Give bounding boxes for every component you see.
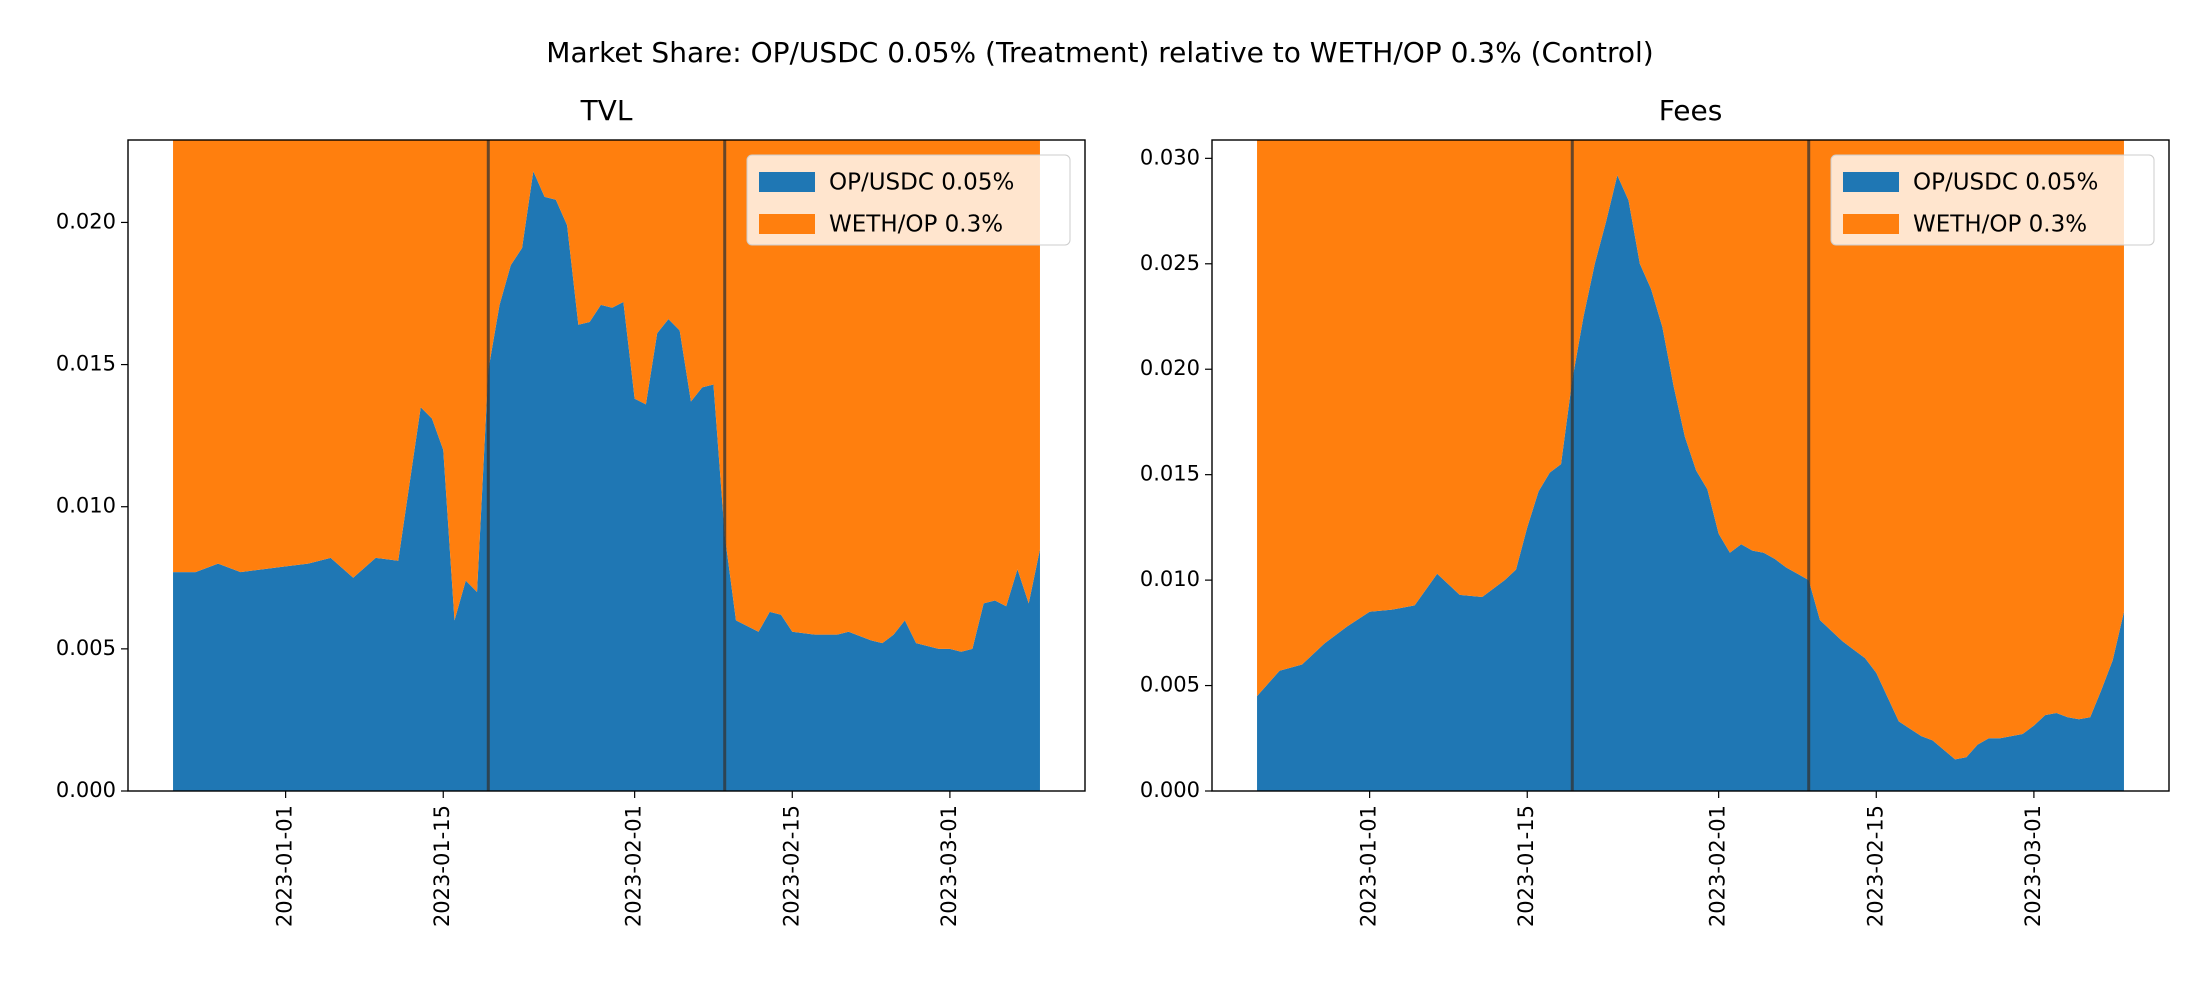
legend-label: WETH/OP 0.3% (829, 212, 1003, 238)
y-tick-label: 0.015 (56, 352, 116, 376)
axes-frame (127, 139, 1086, 792)
legend-box (746, 154, 1071, 246)
y-tick-label: 0.020 (56, 209, 116, 233)
y-tick-label: 0.025 (1140, 251, 1200, 275)
x-tick-label: 2023-03-01 (937, 805, 961, 927)
legend-label: WETH/OP 0.3% (1913, 212, 2087, 238)
x-tick-label: 2023-01-01 (1357, 805, 1381, 927)
y-tick-label: 0.015 (1140, 462, 1200, 486)
y-tick-label: 0.030 (1140, 145, 1200, 169)
x-tick-label: 2023-01-01 (273, 805, 297, 927)
x-tick-label: 2023-02-01 (1706, 805, 1730, 927)
y-tick-label: 0.000 (56, 778, 116, 802)
y-tick-label: 0.010 (56, 494, 116, 518)
x-tick-label: 2023-01-15 (1514, 805, 1538, 927)
y-tick-label: 0.020 (1140, 356, 1200, 380)
area (1257, 175, 2124, 791)
y-tick-label: 0.005 (1140, 673, 1200, 697)
y-tick-label: 0.000 (1140, 778, 1200, 802)
plot-area (1257, 140, 2124, 791)
y-tick-label: 0.005 (56, 636, 116, 660)
figure-title: Market Share: OP/USDC 0.05% (Treatment) … (546, 36, 1653, 69)
x-tick-label: 2023-02-15 (779, 805, 803, 927)
x-tick-label: 2023-01-15 (430, 805, 454, 927)
area (173, 140, 1040, 652)
x-tick-label: 2023-03-01 (2021, 805, 2045, 927)
legend-swatch (1843, 172, 1899, 192)
area (1257, 140, 2124, 760)
subplot-title: Fees (1659, 94, 1723, 127)
legend-swatch (759, 172, 815, 192)
plot-area (173, 140, 1040, 791)
axes-frame (1211, 139, 2170, 792)
legend-box (1830, 154, 2155, 246)
legend-label: OP/USDC 0.05% (829, 170, 1014, 196)
y-tick-label: 0.010 (1140, 567, 1200, 591)
x-tick-label: 2023-02-01 (622, 805, 646, 927)
legend-swatch (759, 214, 815, 234)
area (173, 171, 1040, 791)
x-tick-label: 2023-02-15 (1863, 805, 1887, 927)
subplot-title: TVL (580, 94, 633, 127)
legend-swatch (1843, 214, 1899, 234)
legend-label: OP/USDC 0.05% (1913, 170, 2098, 196)
